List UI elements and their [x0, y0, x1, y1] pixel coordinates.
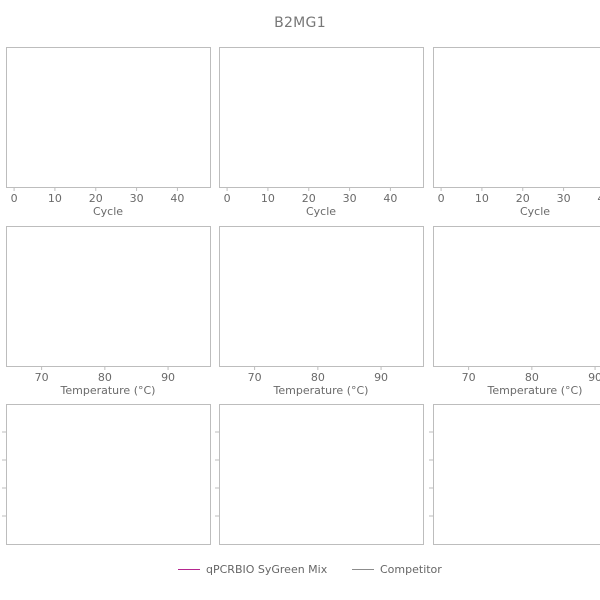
legend-label-primary: qPCRBIO SyGreen Mix [206, 562, 328, 576]
legend-swatch-primary [178, 568, 200, 570]
x-axis-label: Temperature (°C) [60, 384, 156, 397]
legend-label-competitor: Competitor [380, 562, 442, 576]
x-tick-label: 30 [557, 192, 571, 205]
bar-frame-3 [433, 404, 600, 545]
x-tick-label: 40 [597, 192, 600, 205]
x-axis-label: Cycle [520, 205, 550, 218]
x-tick-label: 90 [374, 371, 388, 384]
melt-frame-1 [6, 226, 211, 367]
amplification-frame-1 [6, 47, 211, 188]
x-tick-label: 80 [311, 371, 325, 384]
x-tick-label: 10 [48, 192, 62, 205]
x-tick-label: 90 [588, 371, 600, 384]
x-tick-label: 90 [161, 371, 175, 384]
bar-frame-2 [219, 404, 424, 545]
x-tick-label: 80 [525, 371, 539, 384]
x-tick-label: 40 [170, 192, 184, 205]
x-tick-label: 80 [98, 371, 112, 384]
melt-frame-3 [433, 226, 600, 367]
x-tick-label: 70 [462, 371, 476, 384]
x-tick-label: 10 [475, 192, 489, 205]
x-tick-label: 0 [224, 192, 231, 205]
x-tick-label: 20 [516, 192, 530, 205]
melt-frame-2 [219, 226, 424, 367]
x-tick-label: 0 [438, 192, 445, 205]
amplification-frame-2 [219, 47, 424, 188]
x-axis-label: Temperature (°C) [273, 384, 369, 397]
amplification-frame-3 [433, 47, 600, 188]
x-axis-label: Cycle [93, 205, 123, 218]
x-tick-label: 0 [11, 192, 18, 205]
x-tick-label: 70 [35, 371, 49, 384]
x-tick-label: 10 [261, 192, 275, 205]
bar-frame-1 [6, 404, 211, 545]
legend-item-competitor: Competitor [352, 562, 442, 576]
x-tick-label: 30 [130, 192, 144, 205]
x-tick-label: 20 [89, 192, 103, 205]
x-tick-label: 30 [343, 192, 357, 205]
x-tick-label: 20 [302, 192, 316, 205]
chart-title: B2MG1 [274, 15, 326, 31]
legend-swatch-competitor [352, 568, 374, 570]
x-axis-label: Cycle [306, 205, 336, 218]
legend: qPCRBIO SyGreen Mix Competitor [0, 562, 600, 576]
legend-item-primary: qPCRBIO SyGreen Mix [178, 562, 327, 576]
x-tick-label: 70 [248, 371, 262, 384]
x-tick-label: 40 [383, 192, 397, 205]
x-axis-label: Temperature (°C) [487, 384, 583, 397]
